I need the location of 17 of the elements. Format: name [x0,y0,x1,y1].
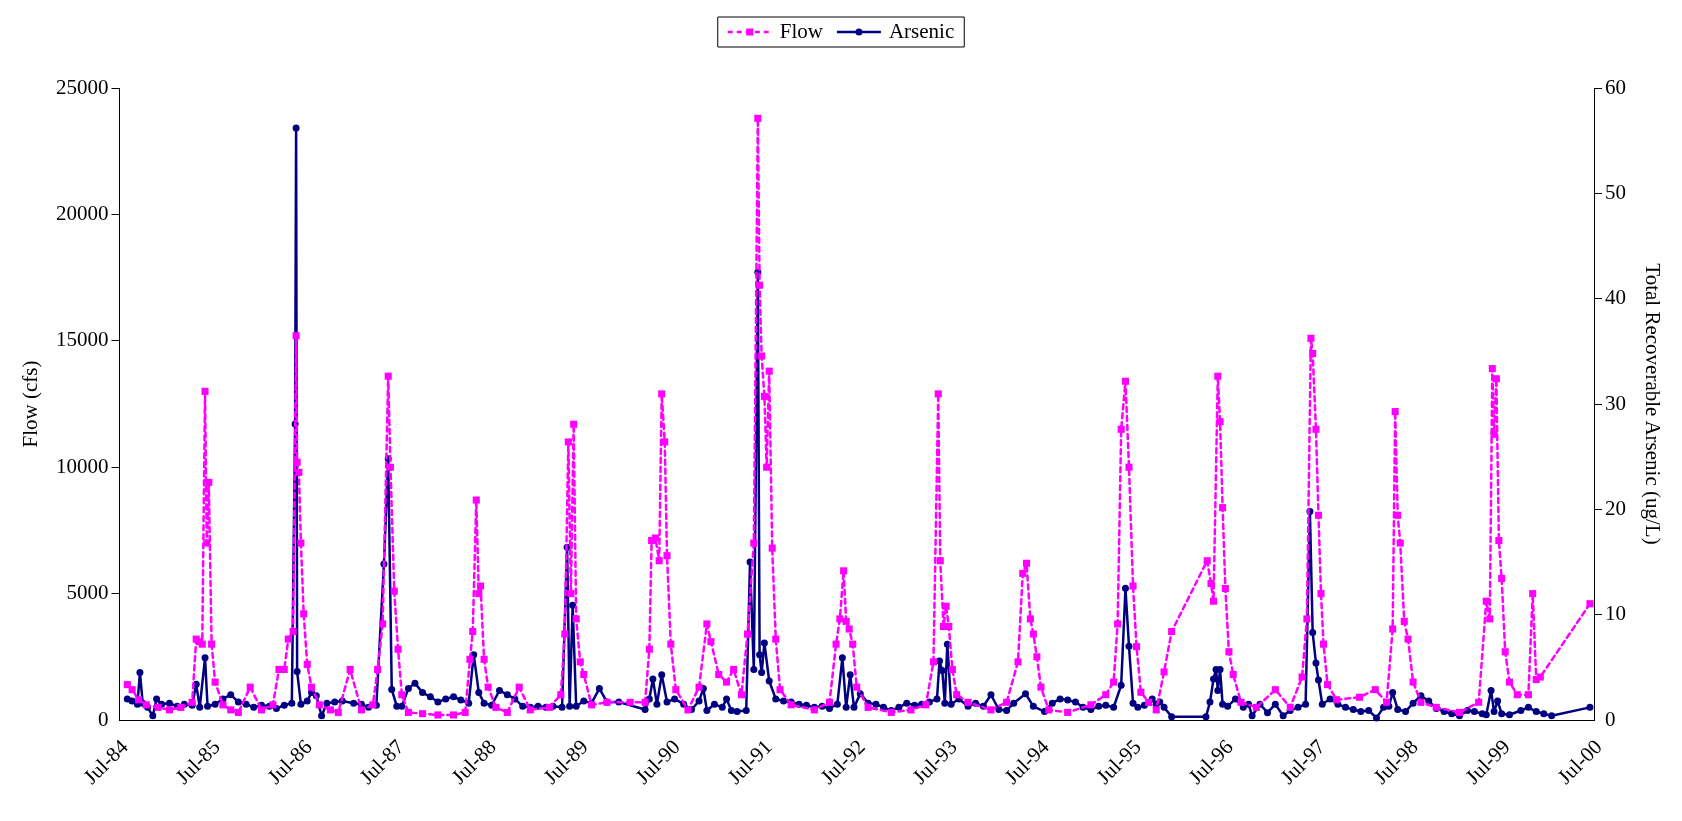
y2-tick-label: 0 [1605,706,1616,731]
y2-tick-label: 60 [1605,74,1626,99]
y2-tick-label: 40 [1605,285,1626,310]
y2-tick-label: 50 [1605,179,1626,204]
y-tick-label: 0 [98,706,109,731]
legend-label: Arsenic [888,18,955,43]
y2-tick-label: 10 [1605,601,1626,626]
y2-axis-title: Total Recoverable Arsenic (ug/L) [1640,263,1665,545]
y-tick-label: 20000 [56,200,109,225]
y2-tick-label: 20 [1605,495,1626,520]
y-tick-label: 15000 [56,327,109,352]
y-tick-label: 25000 [56,74,109,99]
y2-tick-label: 30 [1605,390,1626,415]
y-axis-title: Flow (cfs) [17,360,42,448]
legend-label: Flow [779,18,824,43]
y-tick-label: 10000 [56,453,109,478]
y-tick-label: 5000 [66,580,109,605]
